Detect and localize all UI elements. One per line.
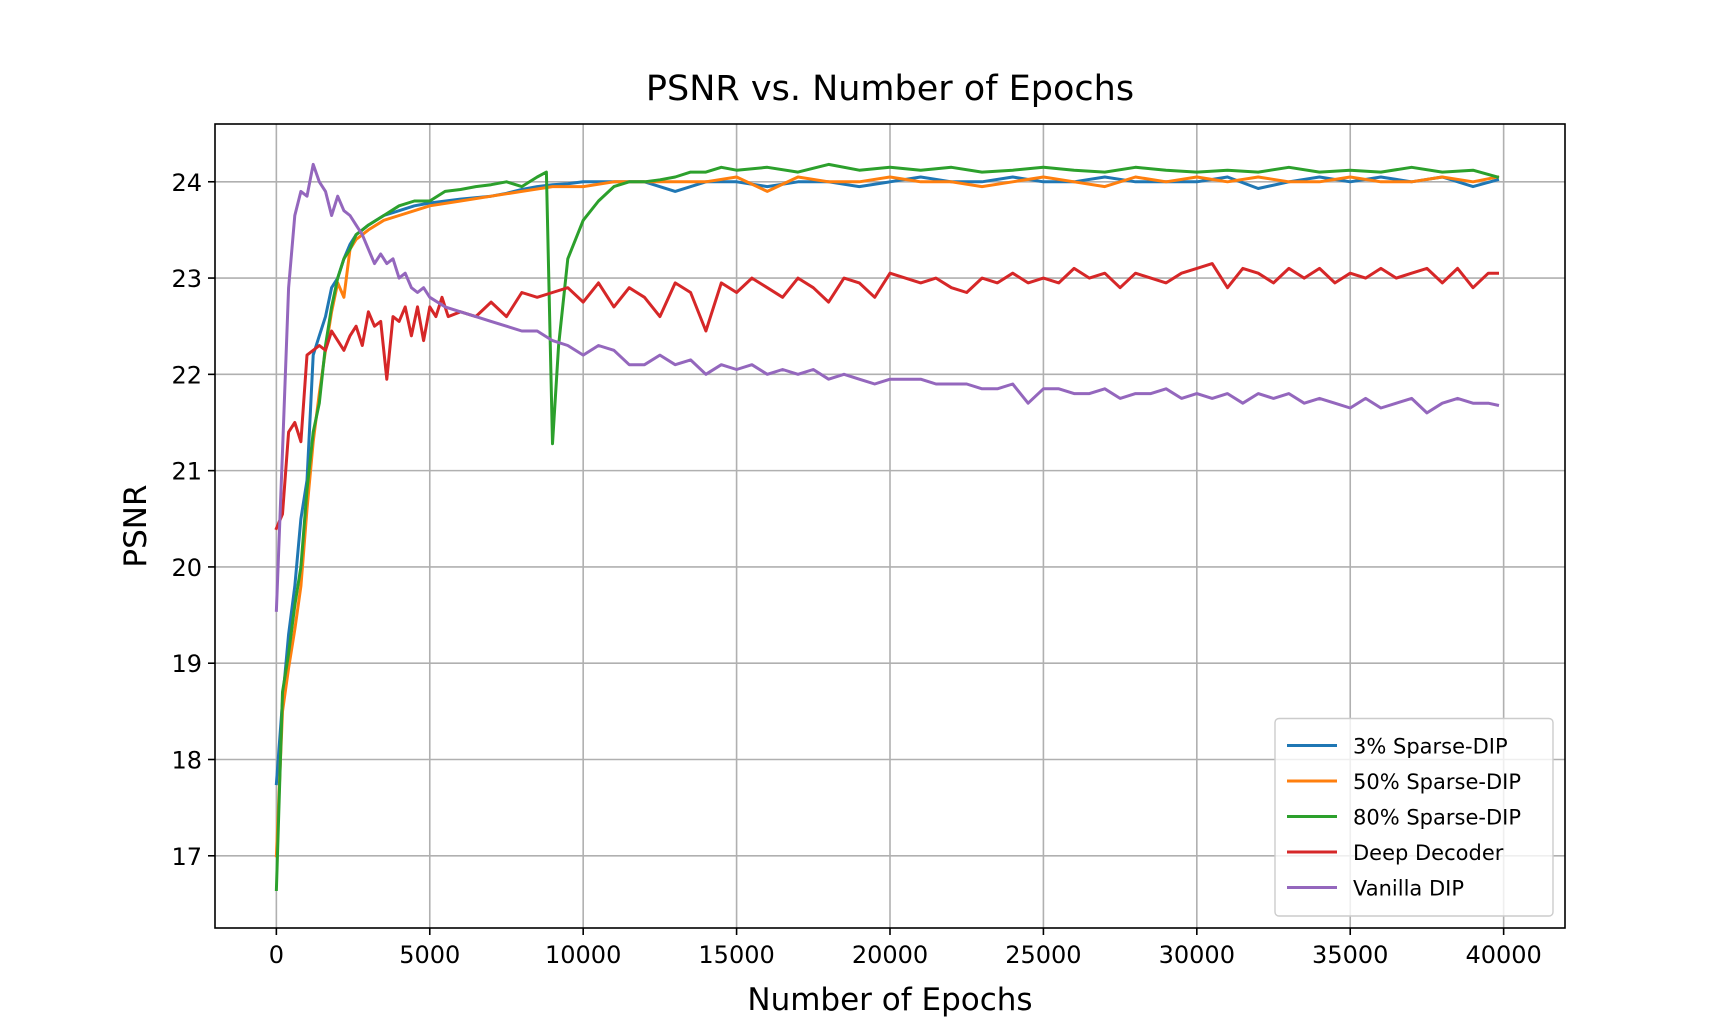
legend-label: Vanilla DIP: [1353, 877, 1464, 901]
x-tick-label: 20000: [852, 941, 928, 969]
x-tick-label: 40000: [1465, 941, 1541, 969]
y-tick-label: 20: [171, 554, 202, 582]
y-tick-label: 24: [171, 169, 202, 197]
series-line-4: [274, 162, 1500, 612]
axis-ticks: 0 5000 10000 15000 20000 25000 30000 35000 40000…: [171, 169, 1541, 969]
x-tick-label: 35000: [1312, 941, 1388, 969]
x-tick-label: 0: [269, 941, 284, 969]
legend-label: 50% Sparse-DIP: [1353, 770, 1521, 794]
y-tick-label: 17: [171, 843, 202, 871]
y-tick-label: 23: [171, 265, 202, 293]
y-tick-label: 21: [171, 458, 202, 486]
x-tick-label: 10000: [545, 941, 621, 969]
y-tick-label: 18: [171, 746, 202, 774]
x-tick-label: 30000: [1159, 941, 1235, 969]
chart-title: PSNR vs. Number of Epochs: [646, 69, 1134, 109]
y-tick-label: 22: [171, 361, 202, 389]
y-tick-label: 19: [171, 650, 202, 678]
legend-label: 3% Sparse-DIP: [1353, 735, 1508, 759]
x-tick-label: 25000: [1005, 941, 1081, 969]
legend-label: 80% Sparse-DIP: [1353, 806, 1521, 830]
x-axis-title: Number of Epochs: [747, 982, 1032, 1018]
x-tick-label: 15000: [698, 941, 774, 969]
series-line-2: [274, 162, 1500, 892]
x-tick-label: 5000: [399, 941, 460, 969]
legend-box: [1274, 717, 1554, 917]
legend-label: Deep Decoder: [1353, 841, 1504, 865]
series-group: [274, 162, 1500, 892]
legend: 3% Sparse-DIP 50% Sparse-DIP 80% Sparse-DI…: [1274, 717, 1554, 917]
y-axis-title: PSNR: [118, 484, 154, 567]
series-line-3: [274, 262, 1499, 531]
